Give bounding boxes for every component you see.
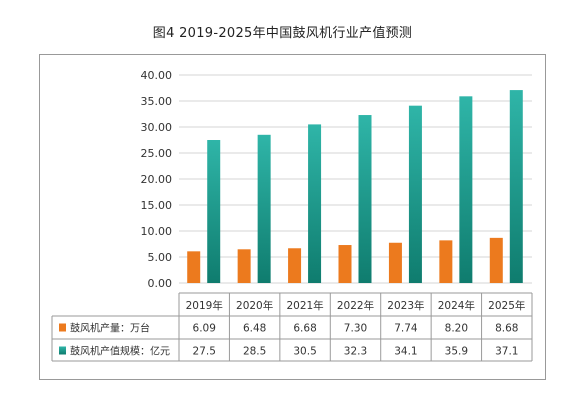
data-value-label: 27.5 — [193, 346, 216, 358]
bar-production — [237, 249, 251, 283]
category-label: 2023年 — [387, 299, 424, 312]
y-tick-label: 40.00 — [141, 69, 173, 82]
bar-output-value — [509, 90, 523, 283]
data-value-label: 37.1 — [495, 346, 518, 358]
y-tick-label: 10.00 — [141, 225, 173, 238]
bar-production — [187, 251, 201, 283]
legend-swatch-output-value — [59, 346, 66, 355]
bar-output-value — [358, 115, 372, 283]
category-label: 2020年 — [236, 299, 273, 312]
data-value-label: 30.5 — [293, 346, 316, 358]
data-table: 2019年 2020年 2021年 2022年 2023年 2024年 2025年鼓风机产量… — [51, 292, 533, 362]
data-value-label: 32.3 — [344, 346, 367, 358]
y-tick-label: 35.00 — [141, 95, 173, 108]
y-tick-label: 5.00 — [148, 251, 173, 264]
y-tick-label: 30.00 — [141, 121, 173, 134]
category-label: 2022年 — [337, 299, 374, 312]
chart-frame — [39, 54, 546, 380]
y-tick-label: 25.00 — [141, 147, 173, 160]
y-axis: 0.00 5.00 10.00 15.00 20.00 25.00 30.00 35.00 40… — [141, 69, 173, 290]
grid-layer — [179, 74, 532, 284]
data-value-label: 8.68 — [495, 323, 518, 335]
data-value-label: 6.09 — [193, 323, 216, 335]
chart-title: 图4 2019-2025年中国鼓风机行业产值预测 — [152, 26, 413, 41]
data-value-label: 6.48 — [243, 323, 266, 335]
data-value-label: 34.1 — [394, 346, 417, 358]
y-tick-label: 15.00 — [141, 199, 173, 212]
y-tick-label: 20.00 — [141, 173, 173, 186]
data-value-label: 35.9 — [445, 346, 468, 358]
bar-production — [439, 240, 453, 283]
data-value-label: 28.5 — [243, 346, 266, 358]
legend-label: 鼓风机产值规模：亿元 — [70, 345, 170, 358]
bar-output-value — [308, 124, 322, 284]
data-value-label: 6.68 — [293, 323, 316, 335]
bar-output-value — [207, 140, 221, 283]
bar-production — [388, 242, 402, 283]
y-tick-label: 0.00 — [148, 277, 173, 290]
category-label: 2024年 — [438, 299, 475, 312]
category-label: 2019年 — [186, 299, 223, 312]
bar-production — [288, 248, 302, 283]
bar-output-value — [459, 96, 473, 283]
legend-label: 鼓风机产量：万台 — [70, 322, 150, 335]
bar-output-value — [408, 105, 422, 284]
data-value-label: 7.30 — [344, 323, 367, 335]
category-label: 2025年 — [488, 299, 525, 312]
bar-production — [489, 237, 503, 283]
bar-output-value — [257, 134, 271, 283]
bar-production — [338, 245, 352, 283]
category-label: 2021年 — [286, 299, 323, 312]
data-value-label: 8.20 — [445, 323, 468, 335]
legend-swatch-production — [59, 323, 66, 332]
data-value-label: 7.74 — [394, 323, 418, 335]
bars — [187, 90, 523, 284]
